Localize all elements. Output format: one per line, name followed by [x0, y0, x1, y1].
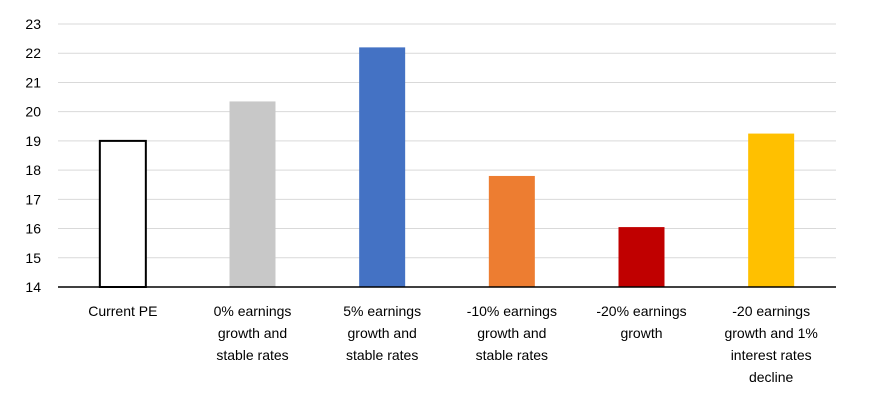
x-category-label: -20% earnings: [596, 303, 686, 319]
x-category-label: growth and: [477, 325, 546, 341]
x-category-label: interest rates: [731, 347, 812, 363]
bar: [229, 101, 276, 287]
x-category-label: growth and: [348, 325, 417, 341]
y-tick-label: 14: [25, 279, 41, 295]
x-category-label: Current PE: [88, 303, 157, 319]
x-category-label: growth and 1%: [724, 325, 817, 341]
x-category-label: 0% earnings: [214, 303, 292, 319]
x-category-label: 5% earnings: [343, 303, 421, 319]
x-category-label: growth: [620, 325, 662, 341]
x-category-label: -20 earnings: [732, 303, 810, 319]
x-category-label: stable rates: [346, 347, 418, 363]
x-category-label: -10% earnings: [467, 303, 557, 319]
y-tick-label: 20: [25, 104, 41, 120]
y-tick-label: 15: [25, 250, 41, 266]
x-category-label: stable rates: [476, 347, 548, 363]
y-tick-label: 23: [25, 16, 41, 32]
bar: [359, 47, 406, 287]
bars: [98, 47, 795, 288]
y-tick-label: 16: [25, 221, 41, 237]
bar: [488, 175, 535, 287]
x-category-label: decline: [749, 369, 794, 385]
y-tick-label: 17: [25, 191, 41, 207]
gridlines: [58, 23, 836, 259]
y-tick-label: 19: [25, 133, 41, 149]
x-category-label: stable rates: [216, 347, 288, 363]
y-tick-label: 18: [25, 162, 41, 178]
y-axis-tick-labels: 14 15 16 17 18 19 20 21 22 23: [25, 16, 41, 295]
x-category-label: growth and: [218, 325, 287, 341]
y-tick-label: 22: [25, 45, 41, 61]
bar: [618, 227, 665, 287]
x-axis-category-labels: Current PE 0% earnings growth and stable ra…: [88, 303, 818, 385]
bar: [98, 139, 147, 288]
bar: [748, 133, 795, 287]
y-tick-label: 21: [25, 74, 41, 90]
